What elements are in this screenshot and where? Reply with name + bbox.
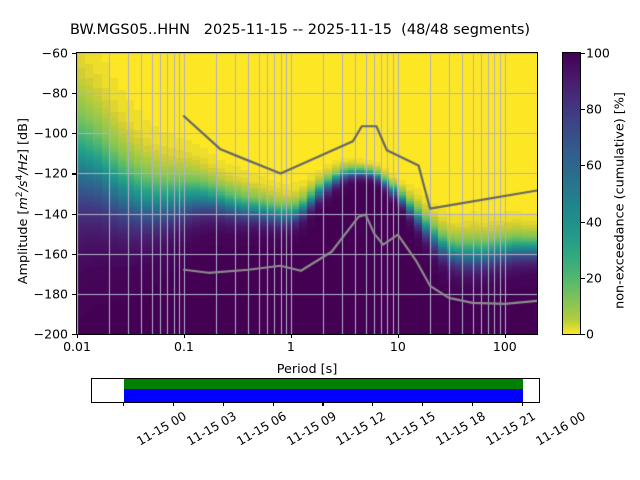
x-axis-label: Period [s] bbox=[276, 362, 338, 377]
timeline-tick-label: 11-15 03 bbox=[184, 409, 239, 449]
timeline-tick-mark bbox=[522, 402, 524, 406]
colorbar bbox=[562, 52, 581, 335]
x-tick-label: 0.1 bbox=[173, 339, 194, 354]
timeline-bar-segments bbox=[123, 389, 524, 402]
x-tick-mark bbox=[77, 334, 79, 338]
x-tick-mark bbox=[183, 334, 186, 338]
x-tick-mark bbox=[290, 334, 292, 338]
colorbar-tick-mark bbox=[581, 277, 585, 279]
colorbar-tick-label: 60 bbox=[586, 157, 602, 173]
colorbar-tick-mark bbox=[581, 334, 585, 336]
timeline-tick-mark bbox=[172, 402, 174, 406]
colorbar-tick-mark bbox=[581, 221, 585, 223]
x-tick-mark bbox=[504, 334, 506, 338]
y-tick-mark bbox=[72, 93, 76, 95]
x-tick-mark bbox=[397, 334, 399, 338]
noise-model-curves bbox=[77, 53, 537, 334]
timeline-tick-label: 11-15 18 bbox=[433, 409, 489, 449]
colorbar-tick-label: 100 bbox=[586, 45, 610, 61]
x-tick-label: 1 bbox=[286, 339, 295, 354]
y-tick-label: −160 bbox=[33, 246, 68, 262]
x-tick-label: 100 bbox=[492, 339, 517, 354]
x-tick-label: 10 bbox=[389, 339, 406, 354]
y-tick-label: −140 bbox=[33, 206, 68, 222]
timeline-tick-label: 11-15 21 bbox=[483, 409, 538, 449]
timeline-tick-label: 11-15 00 bbox=[134, 409, 189, 449]
y-tick-label: −180 bbox=[33, 286, 68, 302]
y-tick-label: −60 bbox=[41, 45, 68, 61]
timeline-tick-label: 11-15 09 bbox=[283, 409, 339, 449]
y-tick-mark bbox=[72, 133, 76, 135]
timeline-tick-mark bbox=[422, 402, 424, 406]
timeline-tick-mark bbox=[372, 402, 374, 406]
timeline-tick-label: 11-15 12 bbox=[333, 409, 389, 449]
y-tick-label: −200 bbox=[33, 326, 68, 342]
timeline-tick-mark bbox=[322, 402, 324, 406]
timeline-strip bbox=[91, 378, 540, 403]
y-tick-mark bbox=[72, 173, 76, 175]
colorbar-tick-label: 40 bbox=[586, 214, 602, 230]
colorbar-label: non-exceedance (cumulative) [%] bbox=[612, 92, 628, 309]
timeline-tick-mark bbox=[472, 402, 474, 406]
colorbar-gradient bbox=[563, 53, 580, 334]
y-tick-label: −120 bbox=[33, 165, 68, 181]
y-tick-label: −100 bbox=[33, 125, 68, 141]
timeline-tick-mark bbox=[272, 402, 274, 406]
y-axis-label: Amplitude [m2/s4/Hz] [dB] bbox=[14, 118, 32, 285]
colorbar-tick-mark bbox=[581, 109, 585, 111]
x-tick-label: 0.01 bbox=[63, 339, 91, 354]
timeline-tick-label: 11-15 06 bbox=[233, 409, 289, 449]
y-tick-mark bbox=[72, 334, 76, 336]
timeline-tick-mark bbox=[222, 402, 224, 406]
colorbar-tick-label: 80 bbox=[586, 101, 602, 117]
y-tick-mark bbox=[72, 213, 76, 215]
timeline-bar-availability bbox=[123, 379, 524, 389]
colorbar-tick-label: 0 bbox=[586, 326, 594, 342]
figure-title: BW.MGS05..HHN 2025-11-15 -- 2025-11-15 (… bbox=[69, 22, 531, 38]
timeline-tick-label: 11-15 15 bbox=[383, 409, 439, 449]
timeline-tick-label: 11-16 00 bbox=[533, 409, 588, 449]
timeline-tick-mark bbox=[122, 402, 124, 406]
colorbar-tick-label: 20 bbox=[586, 270, 602, 286]
y-tick-label: −80 bbox=[41, 85, 68, 101]
y-tick-mark bbox=[72, 53, 76, 55]
colorbar-tick-mark bbox=[581, 53, 585, 55]
ppsd-plot-area bbox=[76, 52, 538, 335]
y-tick-mark bbox=[72, 293, 76, 295]
y-tick-mark bbox=[72, 253, 76, 255]
colorbar-tick-mark bbox=[581, 165, 585, 167]
